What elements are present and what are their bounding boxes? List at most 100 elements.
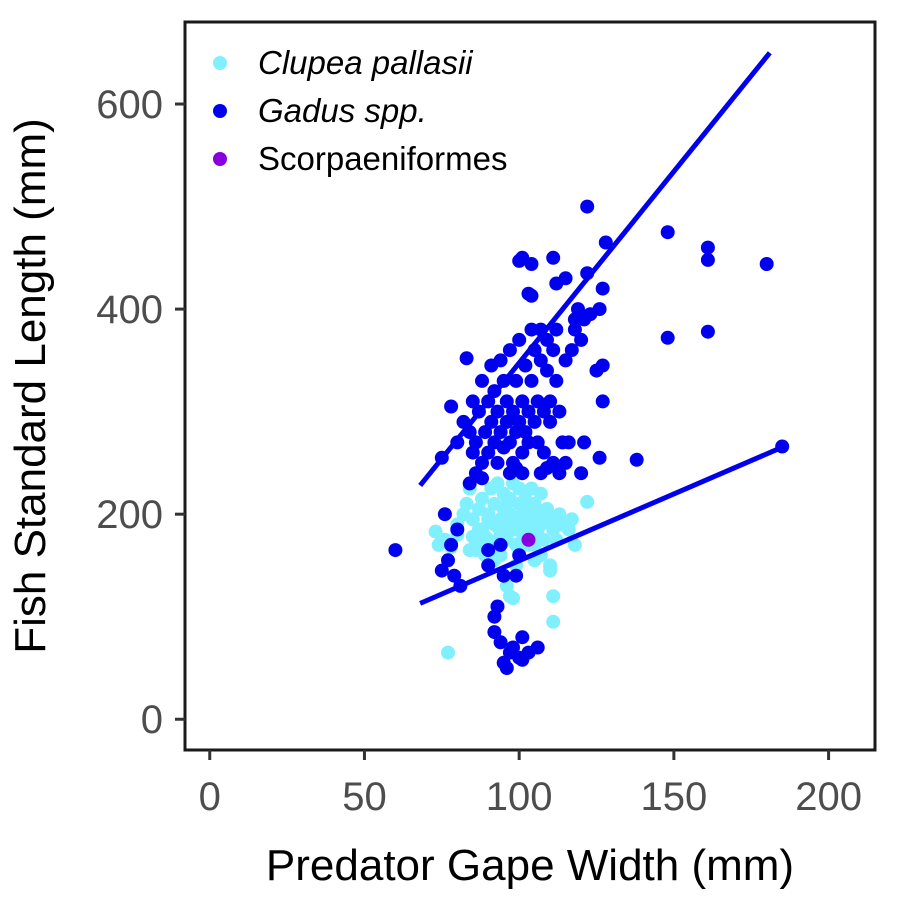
point-gadus-spp <box>595 358 610 373</box>
point-gadus-spp <box>543 414 558 429</box>
x-tick-label: 100 <box>486 775 553 819</box>
point-clupea-pallasii <box>543 563 558 578</box>
y-tick-label: 400 <box>96 288 163 332</box>
point-gadus-spp <box>700 324 715 339</box>
point-gadus-spp <box>493 425 508 440</box>
point-gadus-spp <box>506 404 520 419</box>
x-tick-label: 0 <box>199 775 221 819</box>
point-gadus-spp <box>493 635 508 650</box>
legend-key-clupea-pallasii <box>213 56 227 70</box>
point-gadus-spp <box>512 414 527 429</box>
point-gadus-spp <box>552 466 567 481</box>
point-gadus-spp <box>475 471 489 486</box>
point-gadus-spp <box>506 640 520 655</box>
legend-label-gadus-spp: Gadus spp. <box>258 92 427 129</box>
point-gadus-spp <box>441 553 455 568</box>
fit-line-clupea-pallasii <box>419 446 781 606</box>
point-gadus-spp <box>388 543 403 558</box>
point-gadus-spp <box>521 286 536 301</box>
point-gadus-spp <box>595 281 610 296</box>
point-gadus-spp <box>481 558 496 573</box>
point-gadus-spp <box>660 330 675 345</box>
point-clupea-pallasii <box>459 496 474 511</box>
point-gadus-spp <box>490 599 505 614</box>
point-gadus-spp <box>484 414 499 429</box>
point-clupea-pallasii <box>462 543 477 558</box>
point-gadus-spp <box>592 450 607 465</box>
point-gadus-spp <box>598 235 613 250</box>
point-gadus-spp <box>700 252 715 267</box>
point-gadus-spp <box>490 455 505 470</box>
point-gadus-spp <box>450 522 465 537</box>
x-axis-title: Predator Gape Width (mm) <box>266 841 794 890</box>
point-gadus-spp <box>499 394 514 409</box>
point-gadus-spp <box>502 343 517 358</box>
x-axis: 0 50 100 150 200 <box>199 750 862 819</box>
point-clupea-pallasii <box>506 591 520 606</box>
point-gadus-spp <box>536 404 551 419</box>
point-gadus-spp <box>549 373 564 388</box>
point-clupea-pallasii <box>567 537 582 552</box>
point-gadus-spp <box>536 445 551 460</box>
point-gadus-spp <box>444 537 459 552</box>
point-gadus-spp <box>574 332 589 347</box>
legend-key-gadus-spp <box>213 104 227 118</box>
point-gadus-spp <box>759 257 774 271</box>
point-gadus-spp <box>543 394 558 409</box>
point-gadus-spp <box>481 543 496 558</box>
point-gadus-spp <box>530 394 545 409</box>
point-gadus-spp <box>577 435 592 450</box>
point-gadus-spp <box>462 476 477 491</box>
point-clupea-pallasii <box>499 496 514 511</box>
point-gadus-spp <box>499 661 514 675</box>
point-gadus-spp <box>515 445 530 460</box>
point-gadus-spp <box>512 332 527 347</box>
point-gadus-spp <box>549 322 564 337</box>
point-gadus-spp <box>478 425 493 440</box>
point-gadus-spp <box>509 373 524 388</box>
point-gadus-spp <box>524 257 539 271</box>
legend-key-scorpaeniformes <box>213 152 227 166</box>
y-tick-label: 600 <box>96 83 163 127</box>
point-clupea-pallasii <box>475 491 489 506</box>
point-clupea-pallasii <box>533 486 548 501</box>
y-tick-label: 200 <box>96 493 163 537</box>
point-gadus-spp <box>580 199 595 214</box>
point-gadus-spp <box>521 404 536 419</box>
legend-label-scorpaeniformes: Scorpaeniformes <box>258 140 507 177</box>
point-gadus-spp <box>465 394 480 409</box>
x-tick-label: 200 <box>795 775 862 819</box>
point-gadus-spp <box>567 322 582 337</box>
point-gadus-spp <box>524 373 539 388</box>
point-gadus-spp <box>530 435 545 450</box>
x-tick-label: 50 <box>342 775 387 819</box>
point-gadus-spp <box>434 563 449 578</box>
point-gadus-spp <box>629 452 644 467</box>
point-gadus-spp <box>499 414 514 429</box>
point-gadus-spp <box>546 250 561 265</box>
point-gadus-spp <box>447 568 462 583</box>
point-gadus-spp <box>564 343 579 358</box>
x-tick-label: 150 <box>641 775 708 819</box>
legend-label-clupea-pallasii: Clupea pallasii <box>258 44 474 81</box>
point-gadus-spp <box>660 225 675 240</box>
point-gadus-spp <box>558 455 573 470</box>
point-gadus-spp <box>509 568 524 583</box>
point-gadus-spp <box>515 466 530 481</box>
point-clupea-pallasii <box>465 512 480 527</box>
point-gadus-spp <box>571 302 585 317</box>
point-gadus-spp <box>502 435 517 450</box>
point-clupea-pallasii <box>512 481 527 496</box>
point-gadus-spp <box>468 435 483 450</box>
point-clupea-pallasii <box>564 512 579 527</box>
point-gadus-spp <box>493 537 508 552</box>
point-clupea-pallasii <box>490 519 505 534</box>
point-gadus-spp <box>546 343 561 358</box>
point-gadus-spp <box>475 455 489 470</box>
point-gadus-spp <box>595 394 610 409</box>
point-gadus-spp <box>558 271 573 286</box>
point-gadus-spp <box>540 363 554 378</box>
point-gadus-spp <box>700 240 715 255</box>
point-gadus-spp <box>481 445 496 460</box>
